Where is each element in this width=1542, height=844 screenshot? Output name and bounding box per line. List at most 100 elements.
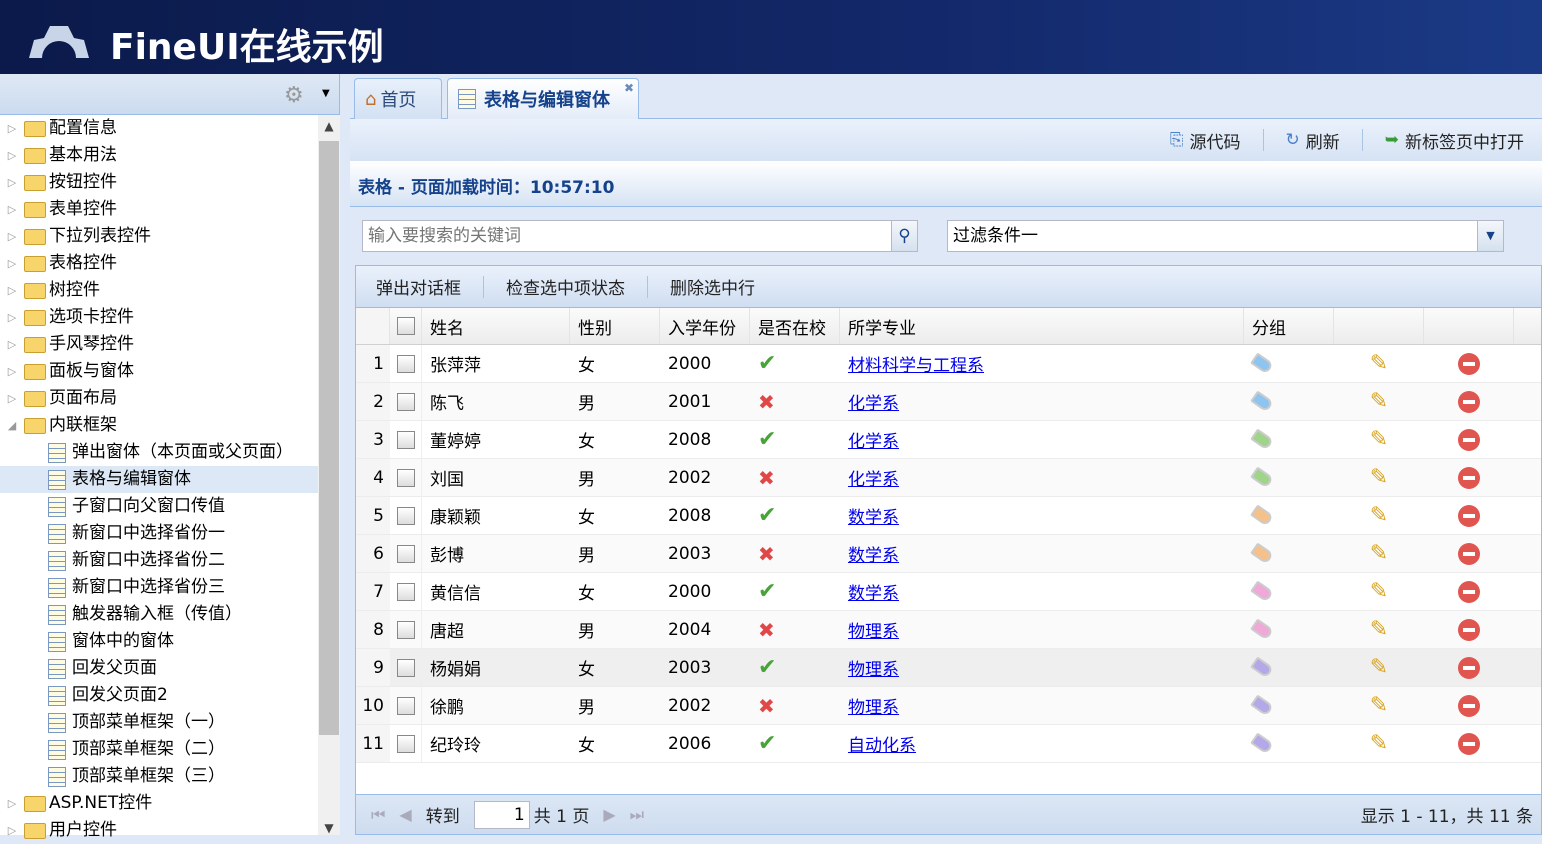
collapsed-arrow-icon[interactable]: ▷ [7,176,17,189]
checkbox[interactable] [397,734,415,753]
tree-item[interactable]: ▷ 手风琴控件 [0,331,318,358]
search-icon[interactable]: ⚲ [891,221,917,251]
collapsed-arrow-icon[interactable]: ▷ [7,122,17,135]
tree-item[interactable]: ▷ 用户控件 [0,817,318,844]
pencil-icon[interactable]: ✎ [1369,731,1389,756]
tree-item[interactable]: ▷ ASP.NET控件 [0,790,318,817]
pencil-icon[interactable]: ✎ [1369,503,1389,528]
scroll-up-icon[interactable]: ▲ [324,119,334,133]
page-number-input[interactable] [473,800,530,829]
tree-item[interactable]: 触发器输入框（传值） [0,601,318,628]
table-row[interactable]: 4 刘国 男 2002 ✖ 化学系 ✎ [356,459,1541,497]
tree-item[interactable]: 新窗口中选择省份一 [0,520,318,547]
collapsed-arrow-icon[interactable]: ▷ [7,365,17,378]
checkbox[interactable] [397,468,415,487]
delete-icon[interactable] [1458,694,1480,717]
collapsed-arrow-icon[interactable]: ▷ [7,257,17,270]
table-row[interactable]: 2 陈飞 男 2001 ✖ 化学系 ✎ [356,383,1541,421]
major-link[interactable]: 数学系 [848,546,899,566]
last-page-icon[interactable]: ⏭ [629,804,645,824]
tree-item[interactable]: 弹出窗体（本页面或父页面） [0,439,318,466]
row-select[interactable] [390,383,422,420]
chevron-down-icon[interactable]: ▼ [322,88,330,99]
collapsed-arrow-icon[interactable]: ▷ [7,284,17,297]
collapsed-arrow-icon[interactable]: ▷ [7,149,17,162]
tree-item[interactable]: ▷ 配置信息 [0,115,318,142]
row-select[interactable] [390,345,422,382]
header-select-all[interactable] [390,308,422,344]
tree-item[interactable]: ▷ 按钮控件 [0,169,318,196]
check-selection-button[interactable]: 检查选中项状态 [506,279,625,299]
row-select[interactable] [390,497,422,534]
collapsed-arrow-icon[interactable]: ▷ [7,824,17,837]
tree-item[interactable]: ▷ 树控件 [0,277,318,304]
header-group[interactable]: 分组 [1244,308,1334,344]
tree-item[interactable]: 表格与编辑窗体 [0,466,318,493]
checkbox[interactable] [397,392,415,411]
checkbox[interactable] [397,544,415,563]
next-page-icon[interactable]: ▶ [603,805,616,824]
tree-item[interactable]: ▷ 选项卡控件 [0,304,318,331]
tree-item[interactable]: ▷ 面板与窗体 [0,358,318,385]
tree-item[interactable]: ▷ 基本用法 [0,142,318,169]
prev-page-icon[interactable]: ◀ [399,805,412,824]
header-name[interactable]: 姓名 [422,308,570,344]
table-row[interactable]: 1 张萍萍 女 2000 ✔ 材料科学与工程系 ✎ [356,345,1541,383]
delete-selected-button[interactable]: 删除选中行 [670,279,755,299]
pencil-icon[interactable]: ✎ [1369,617,1389,642]
delete-icon[interactable] [1458,466,1480,489]
header-atschool[interactable]: 是否在校 [750,308,840,344]
delete-icon[interactable] [1458,504,1480,527]
search-input[interactable] [363,221,893,251]
major-link[interactable]: 物理系 [848,698,899,718]
tree-item[interactable]: ◢ 内联框架 [0,412,318,439]
header-major[interactable]: 所学专业 [840,308,1244,344]
major-link[interactable]: 化学系 [848,470,899,490]
checkbox[interactable] [397,658,415,677]
major-link[interactable]: 物理系 [848,660,899,680]
delete-icon[interactable] [1458,542,1480,565]
checkbox[interactable] [397,582,415,601]
tree-item[interactable]: 窗体中的窗体 [0,628,318,655]
tree-item[interactable]: 顶部菜单框架（二） [0,736,318,763]
sidebar-scrollbar[interactable]: ▲ ▼ [318,115,340,835]
delete-icon[interactable] [1458,732,1480,755]
checkbox[interactable] [397,696,415,715]
pencil-icon[interactable]: ✎ [1369,693,1389,718]
close-icon[interactable]: ✖ [623,81,634,95]
popup-dialog-button[interactable]: 弹出对话框 [376,279,461,299]
delete-icon[interactable] [1458,428,1480,451]
tree-item[interactable]: ▷ 表格控件 [0,250,318,277]
chevron-down-icon[interactable]: ▼ [1477,221,1503,251]
major-link[interactable]: 化学系 [848,432,899,452]
pencil-icon[interactable]: ✎ [1369,541,1389,566]
row-select[interactable] [390,459,422,496]
tree-item[interactable]: 回发父页面2 [0,682,318,709]
tree-item[interactable]: ▷ 下拉列表控件 [0,223,318,250]
major-link[interactable]: 物理系 [848,622,899,642]
table-row[interactable]: 11 纪玲玲 女 2006 ✔ 自动化系 ✎ [356,725,1541,763]
table-row[interactable]: 10 徐鹏 男 2002 ✖ 物理系 ✎ [356,687,1541,725]
tree-item[interactable]: 顶部菜单框架（一） [0,709,318,736]
row-select[interactable] [390,725,422,762]
first-page-icon[interactable]: ⏮ [371,804,386,824]
row-select[interactable] [390,649,422,686]
delete-icon[interactable] [1458,580,1480,603]
tree-item[interactable]: 新窗口中选择省份二 [0,547,318,574]
collapsed-arrow-icon[interactable]: ▷ [7,230,17,243]
checkbox[interactable] [397,317,415,335]
pencil-icon[interactable]: ✎ [1369,351,1389,376]
collapsed-arrow-icon[interactable]: ▷ [7,203,17,216]
table-row[interactable]: 7 黄信信 女 2000 ✔ 数学系 ✎ [356,573,1541,611]
row-select[interactable] [390,535,422,572]
table-row[interactable]: 3 董婷婷 女 2008 ✔ 化学系 ✎ [356,421,1541,459]
tree-item[interactable]: 新窗口中选择省份三 [0,574,318,601]
refresh-button[interactable]: ↻ 刷新 [1285,130,1340,153]
tab-home[interactable]: ⌂ 首页 [354,78,442,119]
header-sex[interactable]: 性别 [570,308,660,344]
row-select[interactable] [390,687,422,724]
delete-icon[interactable] [1458,656,1480,679]
pencil-icon[interactable]: ✎ [1369,427,1389,452]
scroll-down-icon[interactable]: ▼ [324,821,334,835]
pencil-icon[interactable]: ✎ [1369,655,1389,680]
